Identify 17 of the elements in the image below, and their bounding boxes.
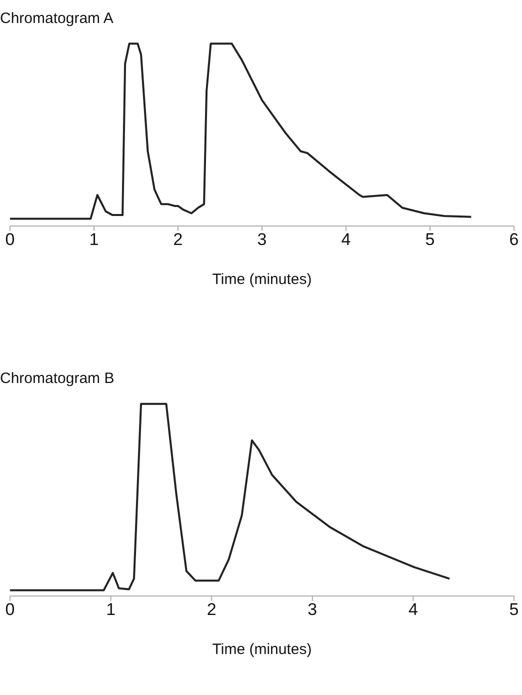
x-tick-label: 6 <box>509 230 519 250</box>
x-tick-label: 4 <box>341 230 351 250</box>
x-tick-label: 0 <box>5 230 15 250</box>
x-tick-label: 4 <box>408 600 418 620</box>
x-tick-label: 1 <box>89 230 99 250</box>
x-tick-label: 2 <box>173 230 183 250</box>
chart-title: Chromatogram B <box>0 370 116 389</box>
x-axis-title: Time (minutes) <box>212 641 312 658</box>
x-tick-label: 2 <box>206 600 216 620</box>
x-tick-label: 0 <box>5 600 15 620</box>
x-tick-label: 1 <box>106 600 116 620</box>
x-tick-label: 5 <box>425 230 435 250</box>
chart-title: Chromatogram A <box>0 10 114 29</box>
x-tick-label: 5 <box>509 600 519 620</box>
x-tick-label: 3 <box>308 600 318 620</box>
x-tick-label: 3 <box>257 230 267 250</box>
x-axis-title: Time (minutes) <box>212 271 312 288</box>
